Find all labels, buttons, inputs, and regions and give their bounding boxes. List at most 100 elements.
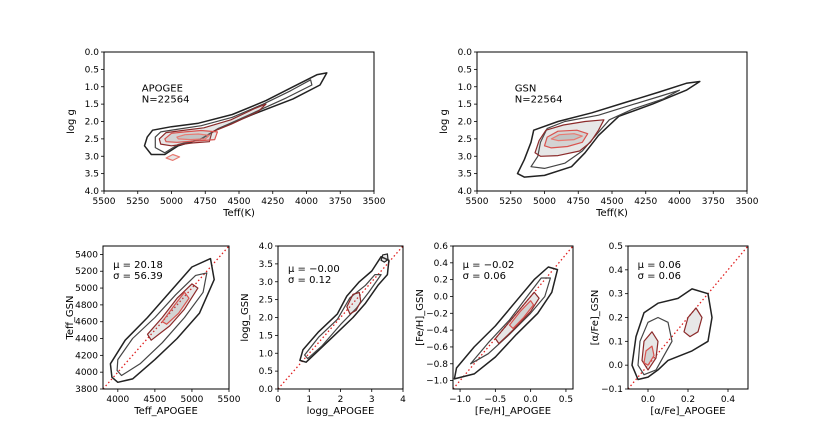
contour-level-3: [380, 253, 389, 263]
y-axis-label: log g: [66, 109, 77, 134]
contour-level-3: [508, 300, 535, 329]
dataset-annotation: N=22564: [515, 95, 563, 106]
y-tick-label: −0.6: [426, 343, 448, 353]
x-tick-label: −0.5: [484, 395, 506, 405]
x-tick-label: 0.0: [523, 395, 538, 405]
x-axis-label: [Fe/H]_APOGEE: [475, 406, 551, 417]
x-tick-label: 5500: [218, 395, 241, 405]
y-tick-label: 3.0: [259, 278, 274, 288]
contour-level-0: [299, 255, 390, 363]
contour-level-2: [683, 307, 703, 338]
x-tick-label: 0.5: [559, 395, 573, 405]
contour-level-1: [530, 89, 681, 169]
y-tick-label: 3.0: [458, 152, 473, 162]
x-tick-label: −1.0: [449, 395, 471, 405]
y-tick-label: 0.5: [259, 367, 273, 377]
y-tick-label: 0.3: [609, 290, 623, 300]
x-tick-label: 4250: [634, 197, 657, 207]
x-tick-label: 5000: [160, 197, 183, 207]
x-axis-label: logg_APOGEE: [307, 406, 375, 417]
contour-level-4: [176, 133, 210, 141]
x-tick-label: 3500: [736, 197, 759, 207]
x-tick-label: 5000: [180, 395, 203, 405]
x-tick-label: 5500: [466, 197, 489, 207]
stats-annotation: σ = 56.39: [113, 271, 163, 282]
y-tick-label: 0.5: [458, 65, 472, 75]
y-tick-label: 0.0: [609, 361, 624, 371]
y-axis-label: Teff_GSN: [65, 295, 76, 340]
x-tick-label: 3750: [702, 197, 725, 207]
x-tick-label: 4750: [194, 197, 217, 207]
y-axis-label: log g: [439, 109, 450, 134]
contour-level-3: [161, 291, 190, 325]
x-tick-label: 4500: [228, 197, 251, 207]
x-tick-label: 5250: [126, 197, 149, 207]
y-tick-label: 2.5: [259, 296, 273, 306]
dataset-annotation: GSN: [515, 84, 537, 95]
plot-frame: [476, 51, 748, 192]
contour-level-1: [154, 79, 313, 154]
x-axis-label: [α/Fe]_APOGEE: [650, 406, 725, 417]
panel-teff-comparison: 4000 4500 5000 5500 3800 4000 4200 4400 4600 4800…: [65, 245, 241, 417]
x-tick-label: 2: [338, 395, 344, 405]
y-tick-label: 4000: [75, 368, 98, 378]
x-tick-label: 5000: [533, 197, 556, 207]
y-tick-label: −0.2: [426, 309, 448, 319]
y-tick-label: 0.2: [434, 276, 448, 286]
y-tick-label: 1.0: [458, 83, 473, 93]
contour-level-5: [165, 153, 181, 161]
contour-level-2: [146, 283, 199, 341]
y-tick-label: 0.2: [609, 314, 623, 324]
y-tick-label: 3.5: [85, 170, 99, 180]
x-tick-label: 4: [400, 395, 406, 405]
contour-level-1: [304, 274, 382, 360]
x-tick-label: 0.0: [641, 395, 656, 405]
contour-level-0: [143, 72, 328, 156]
y-tick-label: 0.1: [609, 337, 623, 347]
y-tick-label: 0.0: [458, 48, 473, 58]
stats-annotation: σ = 0.06: [463, 271, 506, 282]
y-tick-label: 4400: [75, 335, 98, 345]
x-axis-label: Teff_APOGEE: [133, 406, 198, 417]
y-tick-label: 4.0: [85, 187, 100, 197]
contour-level-3: [641, 331, 659, 371]
y-tick-label: 2.5: [458, 135, 472, 145]
x-tick-label: 0: [275, 395, 281, 405]
y-tick-label: 4200: [75, 351, 98, 361]
y-tick-label: 0.5: [85, 65, 99, 75]
contour-level-4: [643, 345, 655, 366]
stats-annotation: μ = 0.06: [638, 260, 681, 271]
y-tick-label: 2.0: [458, 118, 473, 128]
contour-level-2: [158, 103, 267, 147]
stats-annotation: σ = 0.12: [288, 275, 331, 286]
y-axis-label: [Fe/H]_GSN: [415, 289, 426, 346]
panel-apogee-kiel: 5500 5250 5000 4750 4500 4250 4000 3750 3500 0.0 0…: [66, 48, 386, 219]
plot-frame: [452, 245, 574, 390]
contour-level-4: [550, 133, 583, 142]
plot-frame: [103, 51, 375, 192]
x-tick-label: 4500: [601, 197, 624, 207]
y-tick-label: −1.0: [426, 377, 448, 387]
x-tick-label: 5250: [499, 197, 522, 207]
x-tick-label: 0.4: [721, 395, 736, 405]
y-tick-label: 0.5: [609, 242, 623, 252]
y-tick-label: 3.5: [458, 170, 472, 180]
y-tick-label: −0.1: [601, 385, 623, 395]
contour-level-0: [109, 257, 215, 384]
x-tick-label: 3750: [329, 197, 352, 207]
x-tick-label: 5500: [93, 197, 116, 207]
x-tick-label: 0.2: [681, 395, 695, 405]
dataset-annotation: N=22564: [142, 95, 190, 106]
y-tick-label: 5000: [75, 284, 98, 294]
y-tick-label: 4.0: [458, 187, 473, 197]
y-tick-label: 0.4: [434, 259, 449, 269]
y-tick-label: 5400: [75, 250, 98, 260]
x-axis-label: Teff(K): [595, 208, 628, 219]
contour-level-1: [637, 316, 673, 376]
y-axis-label: logg_GSN: [240, 293, 251, 341]
y-tick-label: 0.6: [434, 242, 449, 252]
x-tick-label: 4000: [106, 395, 129, 405]
y-tick-label: 2.0: [259, 314, 274, 324]
y-tick-label: 2.0: [85, 118, 100, 128]
contour-level-0: [516, 80, 701, 178]
